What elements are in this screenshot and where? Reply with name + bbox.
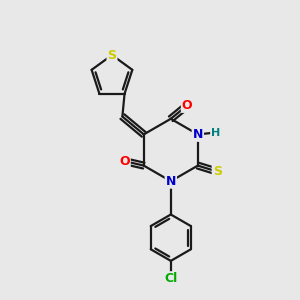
Text: O: O [182, 99, 193, 112]
Text: Cl: Cl [164, 272, 177, 285]
Text: N: N [166, 175, 176, 188]
Text: S: S [107, 49, 116, 62]
Text: O: O [119, 154, 130, 168]
Text: N: N [193, 128, 203, 141]
Text: H: H [211, 128, 220, 138]
Text: S: S [213, 165, 222, 178]
